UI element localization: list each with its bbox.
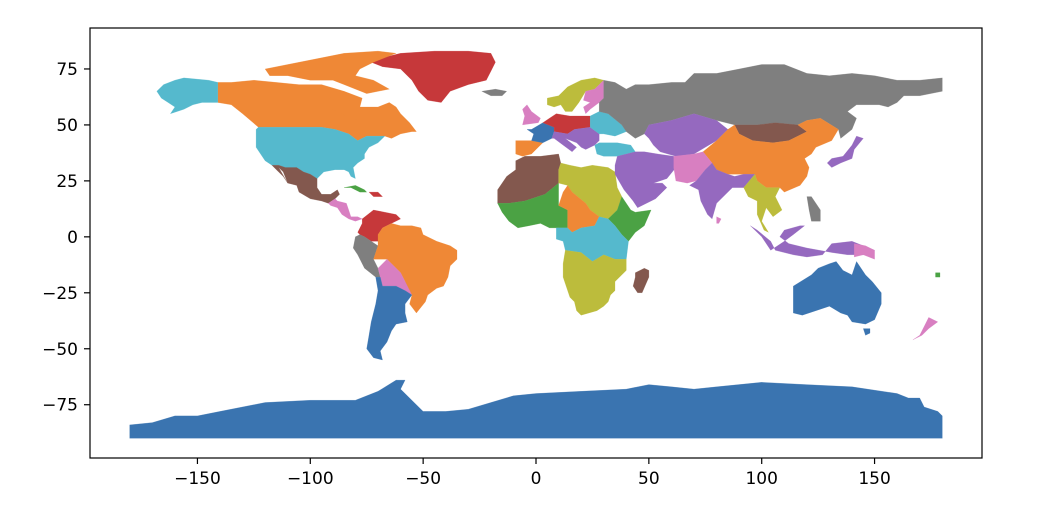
region-finland-baltics <box>583 79 604 115</box>
region-philippines <box>806 196 821 222</box>
y-tick-label: 50 <box>56 116 78 136</box>
region-hawaii-fiji-dots <box>935 272 941 278</box>
region-canada-arctic-isles <box>264 50 397 94</box>
x-tick-label: −50 <box>405 469 441 489</box>
region-kazakhstan-central-asia <box>644 113 729 157</box>
region-hispaniola <box>368 191 383 197</box>
region-sri-lanka <box>716 216 722 224</box>
x-tick-label: −100 <box>287 469 334 489</box>
x-axis: −150 −100 −50 0 50 100 150 <box>174 458 891 489</box>
region-iberia <box>515 140 544 157</box>
y-tick-label: 25 <box>56 172 78 192</box>
y-tick-label: 75 <box>56 60 78 80</box>
region-iceland <box>481 88 508 97</box>
y-tick-label: −50 <box>42 340 78 360</box>
region-new-guinea-east <box>854 243 875 260</box>
y-tick-label: −25 <box>42 284 78 304</box>
region-madagascar <box>632 267 650 293</box>
region-alaska <box>156 77 219 115</box>
region-italy-balkans <box>551 126 600 153</box>
country-regions <box>129 50 943 439</box>
x-tick-label: 100 <box>745 469 777 489</box>
region-southern-africa <box>562 250 627 316</box>
region-australia <box>793 261 882 325</box>
x-tick-label: 50 <box>638 469 660 489</box>
region-middle-east <box>614 151 677 208</box>
region-korea-japan <box>826 135 864 168</box>
x-tick-label: 150 <box>858 469 890 489</box>
region-cuba <box>344 185 368 193</box>
y-axis: 75 50 25 0 −25 −50 −75 <box>42 60 90 416</box>
region-greenland <box>370 50 496 103</box>
region-southeast-asia <box>743 173 783 233</box>
region-antarctica <box>129 379 943 439</box>
region-tasmania <box>863 328 871 336</box>
x-tick-label: 0 <box>531 469 542 489</box>
region-argentina-chile <box>366 276 413 361</box>
region-british-isles <box>522 104 541 126</box>
region-indonesia <box>750 225 876 258</box>
region-new-zealand <box>912 317 939 340</box>
y-tick-label: −75 <box>42 396 78 416</box>
region-central-america <box>327 198 363 222</box>
x-tick-label: −150 <box>174 469 221 489</box>
y-tick-label: 0 <box>67 228 78 248</box>
